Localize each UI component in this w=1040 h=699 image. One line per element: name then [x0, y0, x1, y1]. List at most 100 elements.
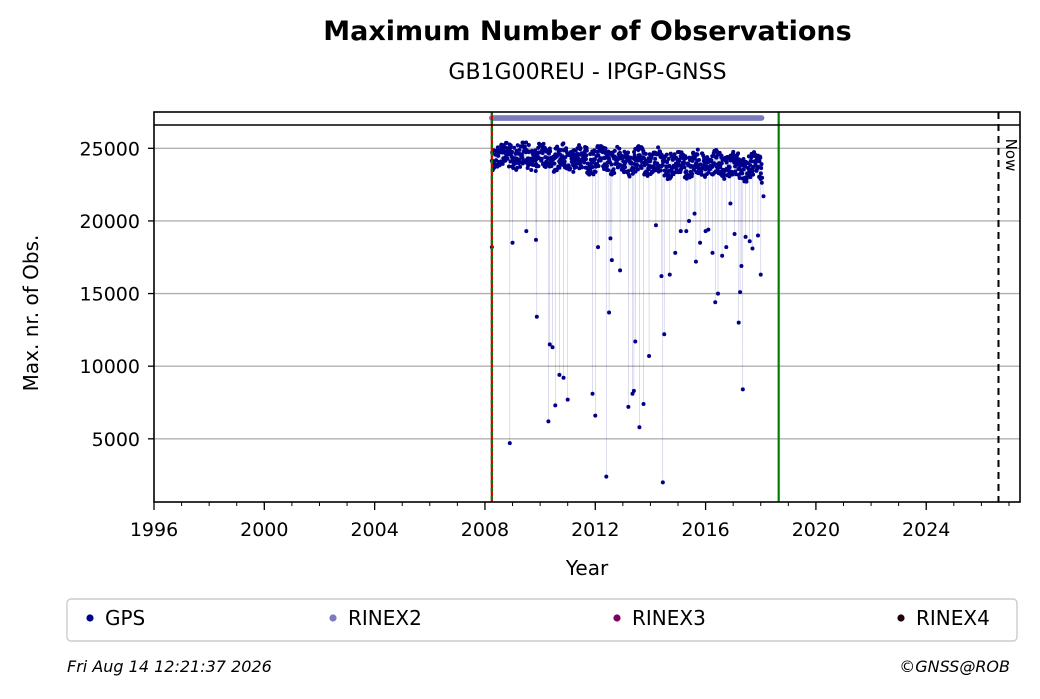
gps-point [533, 237, 538, 242]
gps-point [574, 165, 579, 170]
x-tick-label: 2020 [792, 519, 840, 541]
gps-point [748, 175, 753, 180]
gps-connector-line [491, 142, 764, 483]
gps-point [562, 159, 567, 164]
gps-point [627, 174, 632, 179]
gps-point [731, 149, 736, 154]
gps-point [722, 176, 727, 181]
gps-point [592, 157, 597, 162]
gps-point [643, 151, 648, 156]
gps-point [596, 164, 601, 169]
gps-point [513, 161, 518, 166]
gps-point [695, 152, 700, 157]
gps-point [578, 146, 583, 151]
gps-point [684, 176, 689, 181]
gps-point [604, 164, 609, 169]
gps-point [687, 218, 692, 223]
gps-point [758, 171, 763, 176]
gps-point [522, 144, 527, 149]
gps-point [547, 342, 552, 347]
gps-point [759, 162, 764, 167]
gps-point [518, 164, 523, 169]
gps-point [716, 291, 721, 296]
gps-point [744, 176, 749, 181]
gps-point [533, 168, 538, 173]
gps-point [580, 165, 585, 170]
gps-point [664, 152, 669, 157]
gps-point [577, 143, 582, 148]
axis-ticks: 5000 10000 15000 20000 25000 1996 2000 2004 2008… [80, 138, 1010, 541]
gps-point [626, 150, 631, 155]
gps-point [750, 246, 755, 251]
gps-point [632, 153, 637, 158]
gps-point [609, 258, 614, 263]
gps-point [517, 147, 522, 152]
gps-point [598, 158, 603, 163]
gps-point [526, 143, 531, 148]
gps-point [658, 168, 663, 173]
gps-point [710, 250, 715, 255]
y-tick-label: 15000 [80, 284, 140, 306]
gps-point [732, 232, 737, 237]
legend-label: RINEX3 [632, 606, 706, 630]
x-tick-label: 2004 [350, 519, 398, 541]
gps-point [727, 165, 732, 170]
legend-label: RINEX4 [916, 606, 990, 630]
gps-point [557, 165, 562, 170]
gps-point [684, 169, 689, 174]
x-tick-label: 2008 [461, 519, 509, 541]
gps-point [603, 146, 608, 151]
gps-point [660, 162, 665, 167]
gps-point [748, 162, 753, 167]
gps-point [690, 171, 695, 176]
gps-point [534, 314, 539, 319]
gps-point [512, 145, 517, 150]
gps-point [660, 480, 665, 485]
gps-point [743, 234, 748, 239]
gps-point [635, 158, 640, 163]
grid-layer [154, 147, 1020, 440]
gps-point [596, 245, 601, 250]
x-tick-label: 2000 [240, 519, 288, 541]
gps-point [666, 156, 671, 161]
gps-point [571, 169, 576, 174]
gps-point [623, 165, 628, 170]
gps-point [684, 155, 689, 160]
gps-point [678, 229, 683, 234]
gps-point [741, 156, 746, 161]
gps-point [626, 404, 631, 409]
legend-marker [86, 614, 94, 622]
y-tick-label: 5000 [92, 429, 140, 451]
gps-point [740, 171, 745, 176]
gps-point [524, 140, 529, 145]
gps-point [633, 339, 638, 344]
gps-point [583, 157, 588, 162]
gps-point [706, 227, 711, 232]
gps-point [604, 474, 609, 479]
gps-point [744, 179, 749, 184]
gps-point [653, 156, 658, 161]
gps-point [611, 167, 616, 172]
gps-point [496, 153, 501, 158]
gps-point [590, 165, 595, 170]
gps-point [631, 388, 636, 393]
gps-point [505, 156, 510, 161]
gps-point [511, 166, 516, 171]
gps-point [593, 169, 598, 174]
gps-point [747, 239, 752, 244]
gps-point [585, 161, 590, 166]
y-tick-label: 10000 [80, 356, 140, 378]
x-tick-label: 2012 [571, 519, 619, 541]
legend: GPS RINEX2 RINEX3 RINEX4 [86, 606, 990, 630]
gps-point [536, 164, 541, 169]
gps-point [706, 170, 711, 175]
plot-frame [153, 111, 1021, 503]
gps-point [681, 160, 686, 165]
gps-point [692, 211, 697, 216]
gps-point [524, 229, 529, 234]
legend-label: RINEX2 [348, 606, 422, 630]
gps-point [558, 147, 563, 152]
gps-point [759, 165, 764, 170]
x-tick-label: 2016 [681, 519, 729, 541]
gps-point [591, 151, 596, 156]
